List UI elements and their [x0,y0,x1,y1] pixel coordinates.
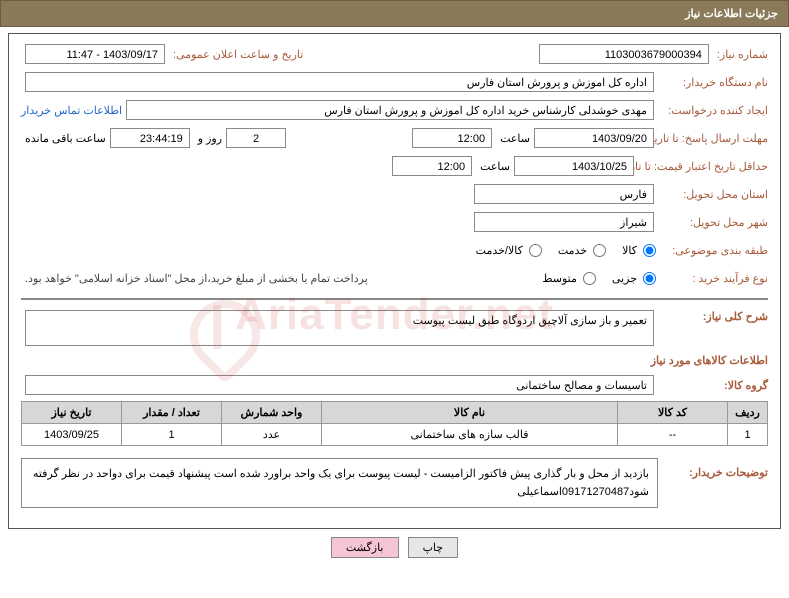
field-buyer-org: اداره کل اموزش و پرورش استان فارس [25,72,654,92]
field-buyer-notes: بازدید از محل و بار گذاری پیش فاکتور الز… [21,458,658,508]
field-goods-group: تاسیسات و مصالح ساختمانی [25,375,654,395]
radio-minor-label: جزیی [612,272,637,285]
label-city: شهر محل تحویل: [658,216,768,229]
radio-service[interactable] [593,244,606,257]
field-min-validity-time: 12:00 [392,156,472,176]
label-purchase-type: نوع فرآیند خرید : [658,272,768,285]
label-goods-group: گروه کالا: [658,379,768,392]
field-province: فارس [474,184,654,204]
label-buyer-org: نام دستگاه خریدار: [658,76,768,89]
table-row: 1 -- قالب سازه های ساختمانی عدد 1 1403/0… [22,424,768,446]
label-hour-2: ساعت [476,160,510,173]
th-code: کد کالا [618,402,728,424]
radio-minor[interactable] [643,272,656,285]
field-announce-dt: 1403/09/17 - 11:47 [25,44,165,64]
field-countdown: 23:44:19 [110,128,190,148]
radio-medium-label: متوسط [542,272,577,285]
label-need-desc: شرح کلی نیاز: [658,310,768,323]
label-announce-dt: تاریخ و ساعت اعلان عمومی: [169,48,303,61]
label-need-no: شماره نیاز: [713,48,768,61]
label-deadline: مهلت ارسال پاسخ: تا تاریخ: [658,132,768,145]
cell-row: 1 [728,424,768,446]
label-hour-1: ساعت [496,132,530,145]
radio-goods-label: کالا [622,244,637,257]
label-subject-class: طبقه بندی موضوعی: [658,244,768,257]
field-city: شیراز [474,212,654,232]
field-days-remaining: 2 [226,128,286,148]
label-min-validity: حداقل تاریخ اعتبار قیمت: تا تاریخ: [638,160,768,173]
radio-goods-service[interactable] [529,244,542,257]
th-qty: تعداد / مقدار [122,402,222,424]
th-row: ردیف [728,402,768,424]
cell-code: -- [618,424,728,446]
field-requester: مهدی خوشدلی کارشناس خرید اداره کل اموزش … [126,100,654,120]
field-need-desc: تعمیر و باز سازی آلاچیق اردوگاه طبق لیست… [25,310,654,346]
back-button[interactable]: بازگشت [331,537,399,558]
treasury-note: پرداخت تمام یا بخشی از مبلغ خرید،از محل … [21,272,368,285]
th-need-date: تاریخ نیاز [22,402,122,424]
page-header: جزئیات اطلاعات نیاز [0,0,789,27]
page-title: جزئیات اطلاعات نیاز [685,8,778,20]
form-panel: شماره نیاز: 1103003679000394 تاریخ و ساع… [8,33,781,529]
radio-service-label: خدمت [558,244,587,257]
th-name: نام کالا [322,402,618,424]
cell-need-date: 1403/09/25 [22,424,122,446]
print-button[interactable]: چاپ [408,537,459,558]
link-buyer-contact[interactable]: اطلاعات تماس خریدار [21,104,122,117]
button-row: چاپ بازگشت [0,537,789,558]
radio-goods[interactable] [643,244,656,257]
field-min-validity-date: 1403/10/25 [514,156,634,176]
field-deadline-date: 1403/09/20 [534,128,654,148]
label-days-and: روز و [194,132,222,145]
label-goods-info: اطلاعات کالاهای مورد نیاز [21,354,768,367]
label-province: استان محل تحویل: [658,188,768,201]
th-unit: واحد شمارش [222,402,322,424]
separator [21,298,768,300]
label-time-left: ساعت باقی مانده [21,132,106,145]
field-need-no: 1103003679000394 [539,44,709,64]
cell-unit: عدد [222,424,322,446]
radio-medium[interactable] [583,272,596,285]
cell-name: قالب سازه های ساختمانی [322,424,618,446]
field-deadline-time: 12:00 [412,128,492,148]
label-buyer-notes: توضیحات خریدار: [658,452,768,479]
label-requester: ایجاد کننده درخواست: [658,104,768,117]
cell-qty: 1 [122,424,222,446]
goods-table: ردیف کد کالا نام کالا واحد شمارش تعداد /… [21,401,768,446]
radio-goods-service-label: کالا/خدمت [476,244,523,257]
